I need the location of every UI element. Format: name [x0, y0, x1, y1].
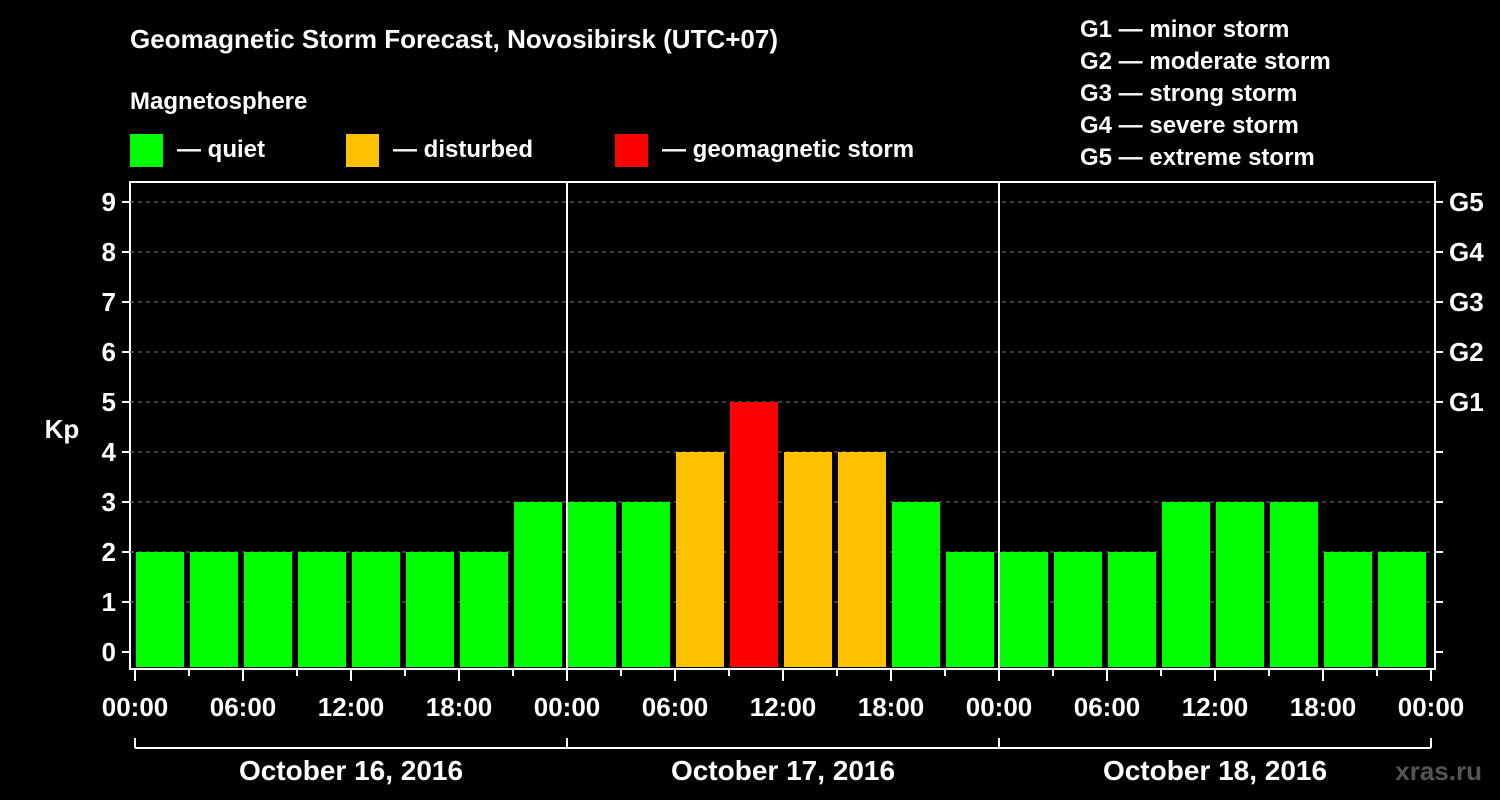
- y-tick-label: 7: [102, 287, 116, 317]
- legend-swatch: [615, 134, 648, 167]
- legend-label: — geomagnetic storm: [662, 136, 914, 163]
- storm-scale-item: G3 — strong storm: [1080, 80, 1297, 107]
- x-tick-label: 18:00: [1290, 692, 1357, 722]
- kp-bar: [1216, 502, 1264, 667]
- kp-bar: [406, 552, 454, 667]
- y-tick-label: 6: [102, 337, 116, 367]
- x-tick-label: 18:00: [858, 692, 925, 722]
- x-tick-label: 12:00: [1182, 692, 1249, 722]
- storm-scale-item: G2 — moderate storm: [1080, 48, 1331, 75]
- day-label: October 17, 2016: [671, 755, 895, 786]
- kp-bar: [784, 452, 832, 667]
- kp-bar: [892, 502, 940, 667]
- y-axis-label: Kp: [45, 414, 80, 444]
- y-tick-label: 5: [102, 387, 116, 417]
- kp-bar: [1000, 552, 1048, 667]
- y-tick-label: 3: [102, 487, 116, 517]
- kp-bar: [838, 452, 886, 667]
- y-tick-label: 2: [102, 537, 116, 567]
- legend-swatch: [346, 134, 379, 167]
- kp-bar: [1162, 502, 1210, 667]
- kp-bar: [298, 552, 346, 667]
- x-tick-label: 00:00: [102, 692, 169, 722]
- kp-bar: [676, 452, 724, 667]
- kp-bar: [244, 552, 292, 667]
- storm-level-label: G3: [1449, 287, 1484, 317]
- x-tick-label: 06:00: [642, 692, 709, 722]
- legend-label: — disturbed: [393, 136, 533, 163]
- legend-section-label: Magnetosphere: [130, 88, 307, 115]
- chart-title: Geomagnetic Storm Forecast, Novosibirsk …: [130, 24, 778, 54]
- legend: — quiet — disturbed — geomagnetic storm: [130, 134, 914, 167]
- y-tick-label: 4: [102, 437, 117, 467]
- y-tick-label: 0: [102, 637, 116, 667]
- day-label: October 18, 2016: [1103, 755, 1327, 786]
- kp-bar: [568, 502, 616, 667]
- kp-bar: [352, 552, 400, 667]
- x-tick-label: 00:00: [966, 692, 1033, 722]
- kp-bar: [190, 552, 238, 667]
- kp-bar: [1378, 552, 1426, 667]
- kp-bar: [1270, 502, 1318, 667]
- y-tick-label: 9: [102, 187, 116, 217]
- legend-label: — quiet: [177, 136, 265, 163]
- legend-swatch: [130, 134, 163, 167]
- kp-bar: [946, 552, 994, 667]
- storm-scale-item: G5 — extreme storm: [1080, 144, 1315, 171]
- plot-area: 0 1 2 3 4 5 6 7 8 9 G1 G2 G3 G4 G5 00:00 06:00 12:00 18:00…: [102, 181, 1484, 786]
- kp-bar: [136, 552, 184, 667]
- watermark: xras.ru: [1395, 756, 1482, 786]
- x-tick-label: 06:00: [210, 692, 277, 722]
- storm-level-label: G1: [1449, 387, 1484, 417]
- x-tick-label: 00:00: [534, 692, 601, 722]
- kp-bar: [730, 402, 778, 667]
- x-tick-label: 00:00: [1398, 692, 1465, 722]
- storm-scale-legend: G1 — minor storm G2 — moderate storm G3 — …: [1080, 16, 1331, 171]
- kp-bar: [622, 502, 670, 667]
- day-label: October 16, 2016: [239, 755, 463, 786]
- x-tick-label: 12:00: [750, 692, 817, 722]
- kp-bar: [1108, 552, 1156, 667]
- kp-bar: [1324, 552, 1372, 667]
- storm-scale-item: G4 — severe storm: [1080, 112, 1299, 139]
- y-tick-label: 8: [102, 237, 116, 267]
- storm-level-label: G4: [1449, 237, 1484, 267]
- storm-scale-item: G1 — minor storm: [1080, 16, 1289, 43]
- storm-level-label: G5: [1449, 187, 1484, 217]
- x-tick-label: 18:00: [426, 692, 493, 722]
- kp-bar: [514, 502, 562, 667]
- x-tick-label: 12:00: [318, 692, 385, 722]
- kp-bar: [1054, 552, 1102, 667]
- y-tick-label: 1: [102, 587, 116, 617]
- kp-bar: [460, 552, 508, 667]
- storm-level-label: G2: [1449, 337, 1484, 367]
- x-tick-label: 06:00: [1074, 692, 1141, 722]
